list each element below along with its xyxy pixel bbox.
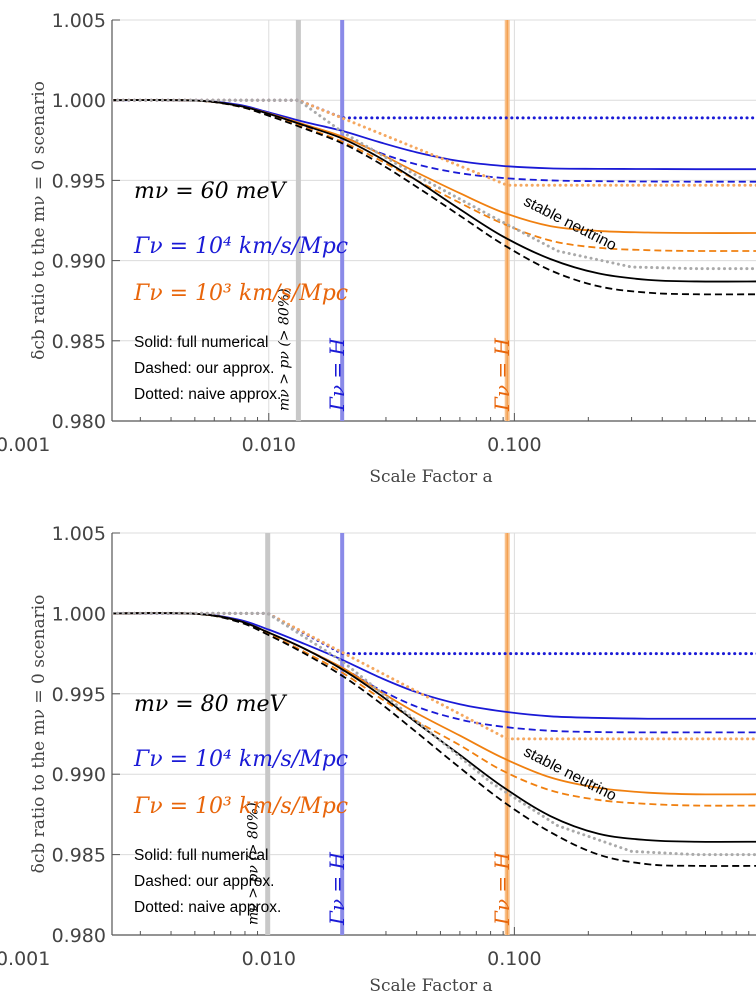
series-line-solid-0 (112, 99, 756, 171)
y-tick-label: 0.985 (52, 331, 106, 353)
vline-g3-label: Γν = H (490, 337, 514, 412)
plot-area (112, 20, 756, 421)
x-tick-label: 0.010 (242, 948, 296, 970)
series-line-dotted-8 (112, 98, 756, 271)
legend-dashed: Dashed: our approx. (134, 873, 274, 890)
x-tick-label: 0.100 (487, 434, 541, 456)
legend-solid: Solid: full numerical (134, 847, 268, 864)
legend-dotted: Dotted: naive approx. (134, 899, 281, 916)
series-line-dotted-5 (112, 611, 756, 741)
y-tick-label: 1.000 (52, 603, 106, 625)
y-tick-label: 0.985 (52, 845, 106, 867)
vline-nonrel-label: mν > pν (> 80%) (276, 288, 292, 411)
y-tick-label: 0.990 (52, 251, 106, 273)
x-tick-label: 0.001 (0, 434, 50, 456)
y-tick-label: 0.980 (52, 925, 106, 947)
series-line-dashed-4 (112, 99, 756, 252)
legend-solid: Solid: full numerical (134, 334, 268, 351)
legend-dashed: Dashed: our approx. (134, 360, 274, 377)
legend-dotted: Dotted: naive approx. (134, 386, 281, 403)
x-tick-label: 1 (754, 948, 756, 970)
x-axis-label: Scale Factor a (369, 976, 492, 996)
y-tick-label: 1.005 (52, 10, 106, 32)
y-tick-label: 0.980 (52, 411, 106, 433)
series-line-dashed-4 (112, 612, 756, 807)
series-line-dotted-2 (112, 98, 756, 120)
vline-g4-label: Γν = H (325, 851, 349, 926)
mass-label: mν = 80 meV (134, 692, 288, 717)
x-tick-label: 1 (754, 434, 756, 456)
vline-g4-label: Γν = H (325, 337, 349, 412)
y-tick-label: 0.990 (52, 764, 106, 786)
y-axis-label: δcb ratio to the mν = 0 scenario (29, 81, 49, 360)
gamma3-label: Γν = 10³ km/s/Mpc (133, 281, 348, 306)
series-line-dashed-7 (112, 99, 756, 296)
series-line-solid-3 (112, 99, 756, 234)
chart-top: 0.980 0.985 0.990 0.995 1.000 1.005 0.001 0.010… (0, 10, 756, 487)
y-tick-label: 0.995 (52, 684, 106, 706)
gamma4-label: Γν = 10⁴ km/s/Mpc (133, 747, 348, 772)
series-line-dotted-8 (112, 611, 756, 857)
y-tick-label: 1.000 (52, 90, 106, 112)
x-tick-label: 0.100 (487, 948, 541, 970)
mass-label: mν = 60 meV (134, 179, 288, 204)
series-line-dotted-5 (112, 98, 756, 187)
y-axis-label: δcb ratio to the mν = 0 scenario (29, 595, 49, 874)
series-line-solid-6 (112, 99, 756, 283)
gamma4-label: Γν = 10⁴ km/s/Mpc (133, 234, 348, 259)
chart-bottom: 0.980 0.985 0.990 0.995 1.000 1.005 0.001 0.010… (0, 523, 756, 996)
plot-area (112, 533, 756, 935)
y-tick-label: 0.995 (52, 170, 106, 192)
series-line-dotted-2 (112, 611, 756, 656)
series-line-dashed-1 (112, 99, 756, 183)
series-line-dashed-1 (112, 612, 756, 734)
x-tick-label: 0.010 (242, 434, 296, 456)
gamma3-label: Γν = 10³ km/s/Mpc (133, 794, 348, 819)
x-axis-label: Scale Factor a (369, 467, 492, 487)
x-tick-label: 0.001 (0, 948, 50, 970)
series-line-dashed-7 (112, 612, 756, 867)
vline-g3-label: Γν = H (490, 851, 514, 926)
y-tick-label: 1.005 (52, 523, 106, 545)
vline-nonrel-label: mν > pν (> 80%) (246, 802, 262, 925)
